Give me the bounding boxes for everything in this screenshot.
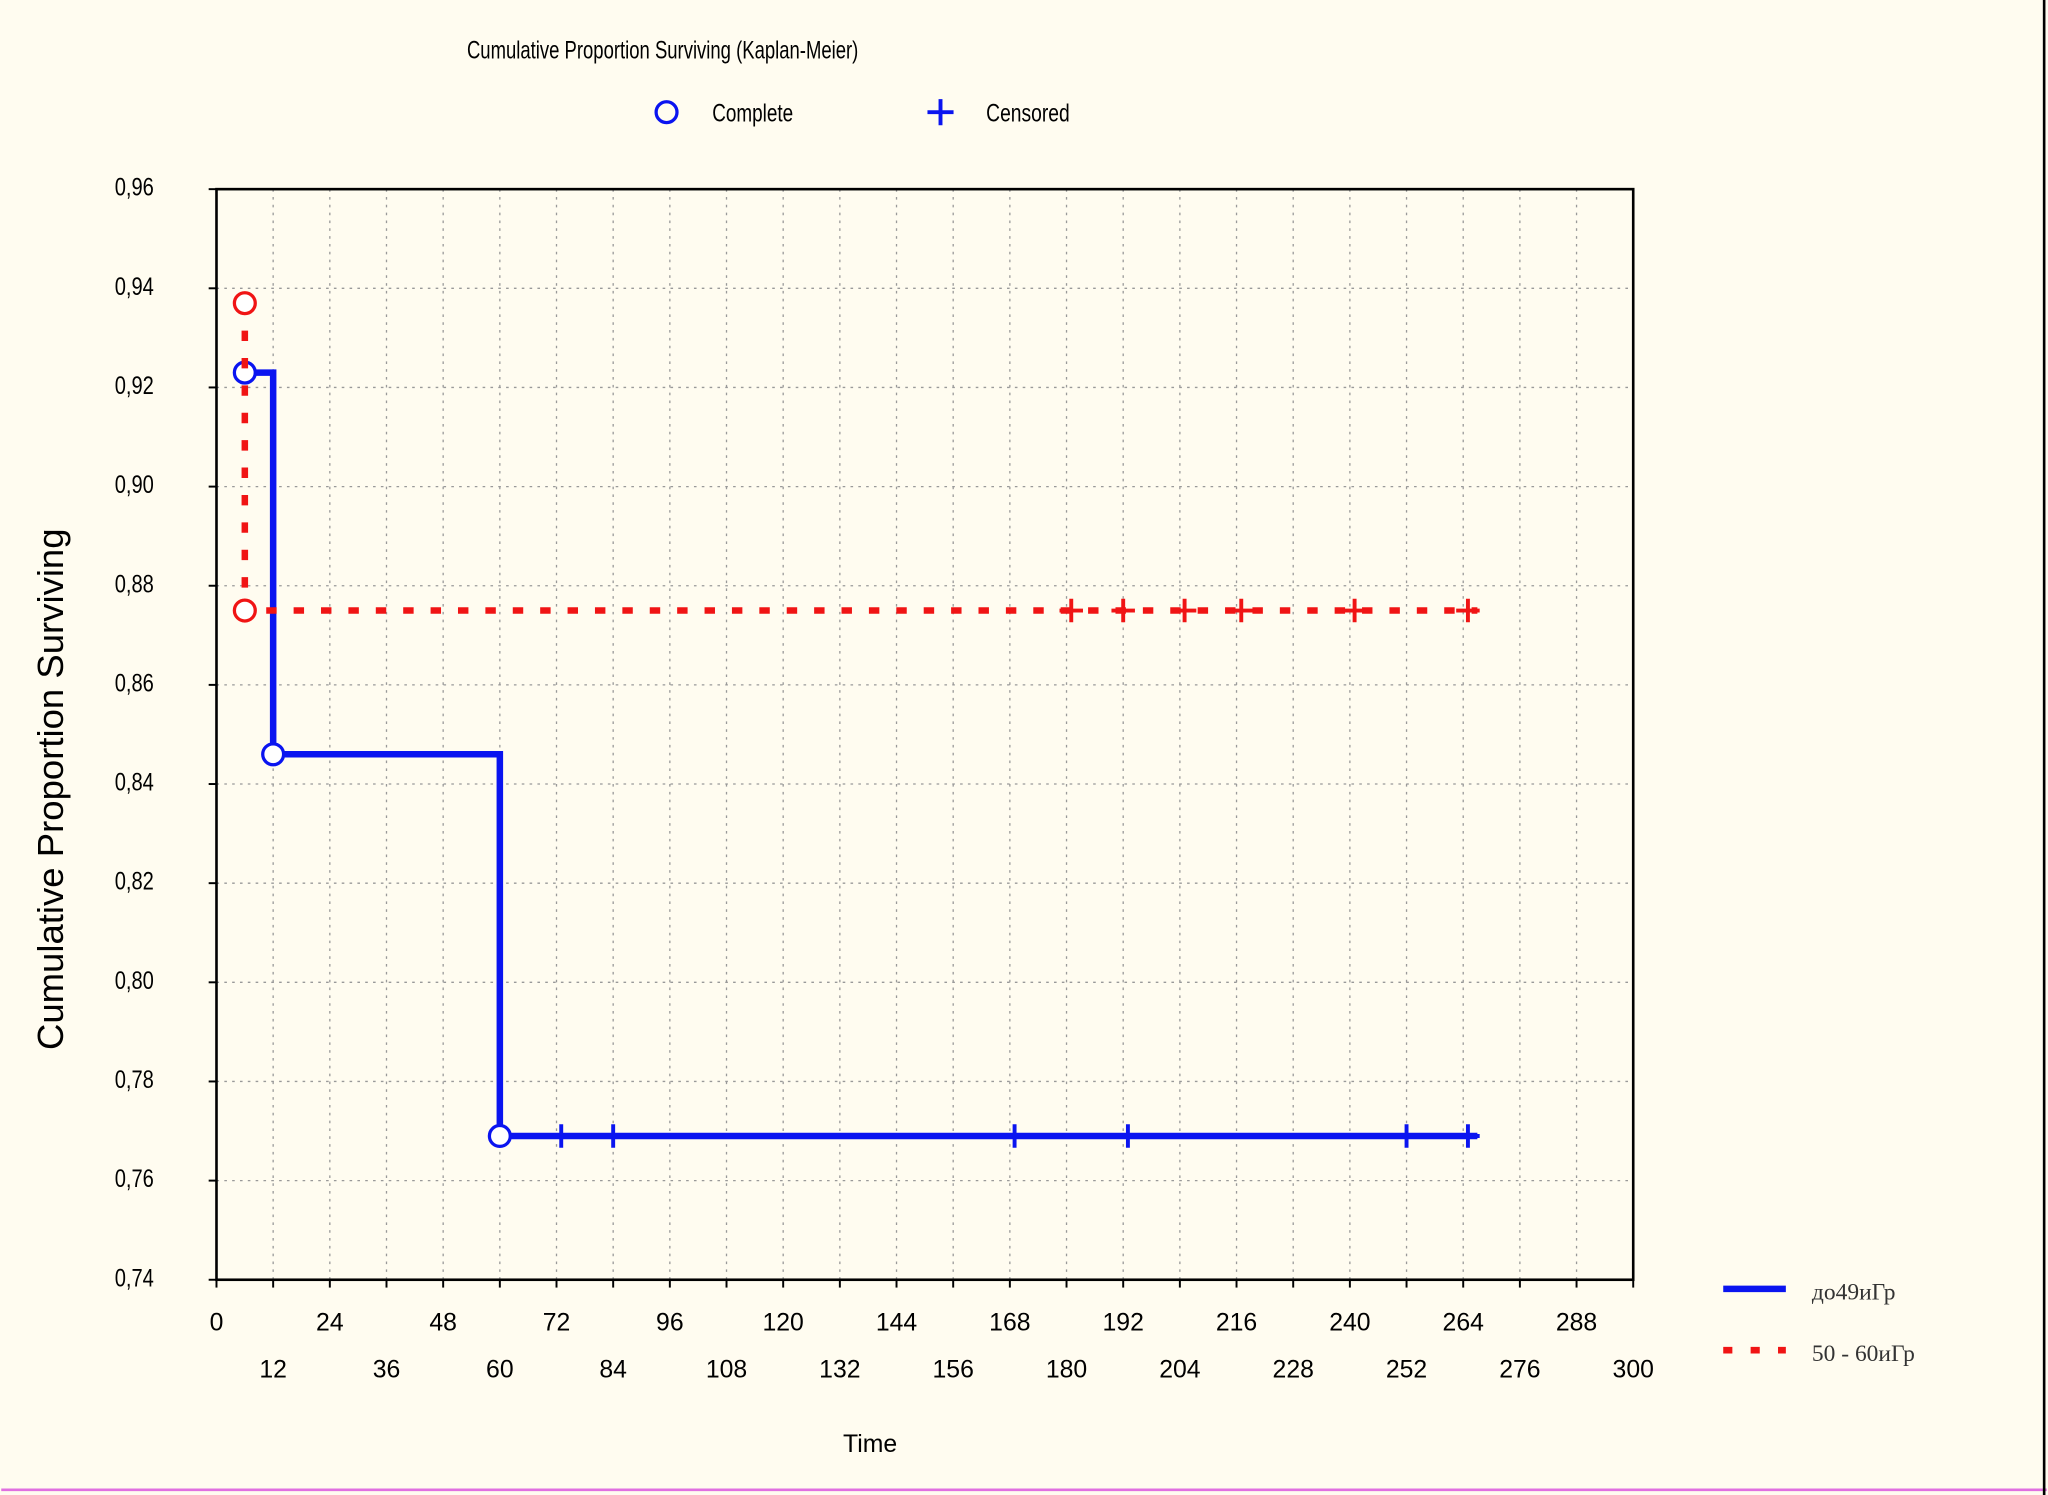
x-tick-label: 192 (1103, 1310, 1144, 1337)
y-tick-label: 0,90 (115, 472, 154, 499)
censored-marker (549, 1124, 573, 1148)
x-tick-label: 0 (210, 1310, 224, 1337)
x-tick-label: 120 (763, 1310, 804, 1337)
y-tick-label: 0,86 (115, 670, 154, 697)
x-tick-label: 300 (1613, 1357, 1654, 1384)
x-tick-label: 168 (989, 1310, 1030, 1337)
legend-label: Censored (986, 100, 1069, 127)
y-axis-title: Cumulative Proportion Surviving (30, 528, 71, 1050)
complete-marker (232, 598, 257, 623)
x-tick-label: 84 (599, 1357, 627, 1384)
y-tick-label: 0,96 (115, 175, 154, 202)
survival-line (244, 369, 1478, 1140)
legend-marker (654, 100, 679, 125)
censored-marker (1456, 1124, 1480, 1148)
x-tick-label: 252 (1386, 1357, 1427, 1384)
chart-title: Cumulative Proportion Surviving (Kaplan-… (467, 38, 858, 65)
x-tick-label: 96 (656, 1310, 684, 1337)
x-tick-label: 60 (486, 1357, 514, 1384)
legend-label: Complete (712, 100, 793, 127)
y-tick-label: 0,76 (115, 1166, 154, 1193)
x-tick-label: 228 (1273, 1357, 1314, 1384)
censored-marker (1002, 1124, 1027, 1148)
legend-marker (927, 99, 954, 126)
censored-marker (1116, 1124, 1140, 1148)
y-tick-label: 0,92 (115, 373, 154, 400)
y-tick-label: 0,80 (115, 968, 154, 995)
x-axis-title: Time (843, 1431, 897, 1458)
x-tick-label: 144 (876, 1310, 918, 1337)
x-tick-label: 24 (316, 1310, 344, 1337)
censored-marker (601, 1124, 625, 1148)
censored-marker (1059, 598, 1083, 623)
complete-marker (261, 742, 286, 767)
x-tick-label: 240 (1329, 1310, 1370, 1337)
censored-marker (1456, 598, 1480, 623)
x-tick-label: 72 (543, 1310, 571, 1337)
x-tick-label: 156 (933, 1357, 974, 1384)
x-tick-label: 288 (1556, 1310, 1597, 1337)
y-tick-label: 0,74 (115, 1265, 154, 1292)
y-tick-label: 0,82 (115, 869, 154, 896)
plot-frame (215, 187, 1635, 1282)
censored-marker (1111, 598, 1135, 623)
censored-marker (1172, 598, 1197, 623)
x-tick-label: 216 (1216, 1310, 1257, 1337)
x-tick-label: 264 (1443, 1310, 1485, 1337)
x-tick-label: 276 (1499, 1357, 1540, 1384)
x-tick-label: 36 (373, 1357, 401, 1384)
y-tick-label: 0,84 (115, 770, 154, 797)
censored-marker (1342, 598, 1367, 623)
x-tick-label: 108 (706, 1357, 747, 1384)
legend-label: до49иГр (1812, 1279, 1896, 1305)
y-tick-label: 0,78 (115, 1067, 154, 1094)
x-tick-label: 12 (259, 1357, 287, 1384)
y-tick-label: 0,88 (115, 571, 154, 598)
x-tick-label: 48 (429, 1310, 457, 1337)
x-tick-label: 204 (1159, 1357, 1201, 1384)
censored-marker (1229, 598, 1253, 623)
complete-marker (232, 291, 257, 316)
censored-marker (1394, 1124, 1419, 1148)
x-tick-label: 132 (819, 1357, 860, 1384)
legend-label: 50 - 60иГр (1812, 1341, 1915, 1367)
y-tick-label: 0,94 (115, 274, 154, 301)
x-tick-label: 180 (1046, 1357, 1087, 1384)
complete-marker (487, 1123, 512, 1149)
